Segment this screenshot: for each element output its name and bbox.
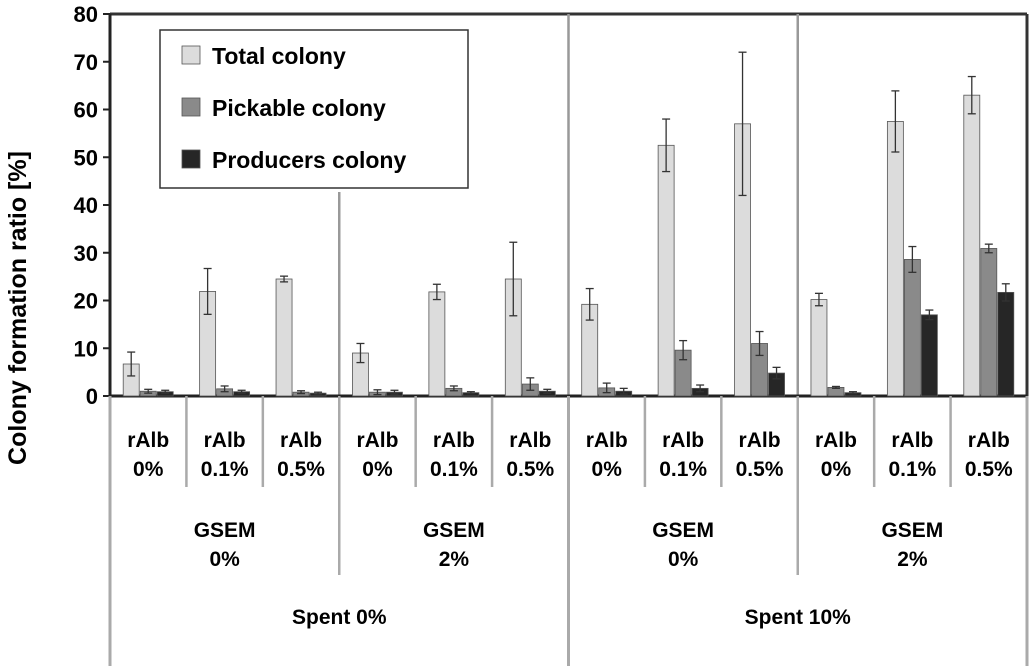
bar bbox=[428, 291, 446, 397]
legend-box bbox=[159, 29, 469, 189]
gsem-label-line2: 0% bbox=[209, 548, 240, 571]
gsem-label-line2: 2% bbox=[439, 548, 470, 571]
y-tick-label: 50 bbox=[74, 145, 98, 170]
category-label-line2: 0% bbox=[362, 458, 393, 481]
bar bbox=[886, 121, 904, 397]
y-tick-label: 10 bbox=[74, 336, 98, 361]
category-label-line1: rAlb bbox=[891, 429, 933, 452]
category-label-line1: rAlb bbox=[586, 429, 628, 452]
category-label-line1: rAlb bbox=[127, 429, 169, 452]
legend-label: Pickable colony bbox=[212, 95, 386, 121]
legend-swatch bbox=[181, 149, 201, 169]
bar bbox=[657, 144, 675, 397]
category-label-line1: rAlb bbox=[739, 429, 781, 452]
bar bbox=[903, 259, 921, 397]
y-tick-label: 80 bbox=[74, 2, 98, 27]
bar bbox=[963, 94, 981, 397]
y-axis-ticks: 0 10 20 30 40 50 60 70 80 bbox=[74, 2, 110, 409]
bar bbox=[920, 314, 938, 397]
y-tick-label: 70 bbox=[74, 50, 98, 75]
category-label-line2: 0.1% bbox=[659, 458, 707, 481]
bar bbox=[980, 248, 998, 397]
category-label-line1: rAlb bbox=[280, 429, 322, 452]
bar bbox=[997, 291, 1015, 397]
gsem-label-line1: GSEM bbox=[194, 519, 256, 542]
spent-label: Spent 0% bbox=[292, 606, 387, 629]
y-tick-label: 20 bbox=[74, 289, 98, 314]
gsem-label-line2: 0% bbox=[668, 548, 699, 571]
y-tick-label: 30 bbox=[74, 241, 98, 266]
category-label-line2: 0.5% bbox=[736, 458, 784, 481]
category-label-line1: rAlb bbox=[356, 429, 398, 452]
gsem-label-line1: GSEM bbox=[652, 519, 714, 542]
error-bars-layer bbox=[127, 51, 1010, 396]
category-label-line2: 0% bbox=[133, 458, 164, 481]
legend: Total colony Pickable colony Producers col… bbox=[159, 29, 469, 189]
category-label-line1: rAlb bbox=[815, 429, 857, 452]
category-label-line2: 0% bbox=[821, 458, 852, 481]
category-label-line1: rAlb bbox=[662, 429, 704, 452]
category-label-line1: rAlb bbox=[968, 429, 1010, 452]
category-label-line1: rAlb bbox=[433, 429, 475, 452]
spent-label: Spent 10% bbox=[745, 606, 852, 629]
category-label-line1: rAlb bbox=[204, 429, 246, 452]
gsem-label-line1: GSEM bbox=[423, 519, 485, 542]
gsem-label-line2: 2% bbox=[897, 548, 928, 571]
legend-label: Total colony bbox=[212, 43, 346, 69]
legend-swatch bbox=[181, 97, 201, 117]
category-label-line2: 0.5% bbox=[965, 458, 1013, 481]
legend-label: Producers colony bbox=[212, 147, 406, 173]
bar bbox=[810, 299, 828, 397]
bars-layer bbox=[122, 94, 1015, 397]
category-label-line1: rAlb bbox=[509, 429, 551, 452]
category-label-line2: 0.1% bbox=[201, 458, 249, 481]
category-label-line2: 0% bbox=[592, 458, 623, 481]
gsem-label-line1: GSEM bbox=[881, 519, 943, 542]
y-tick-label: 40 bbox=[74, 193, 98, 218]
legend-swatch bbox=[181, 45, 201, 65]
y-tick-label: 60 bbox=[74, 98, 98, 123]
category-label-line2: 0.1% bbox=[430, 458, 478, 481]
category-label-line2: 0.5% bbox=[506, 458, 554, 481]
y-axis-label: Colony formation ratio [%] bbox=[4, 151, 32, 465]
x-axis-category-table: rAlb 0% rAlb 0.1% rAlb 0.5% rAlb 0% rAlb 0.1% rAlb… bbox=[108, 396, 1029, 666]
category-label-line2: 0.5% bbox=[277, 458, 325, 481]
bar bbox=[275, 278, 293, 397]
category-label-line2: 0.1% bbox=[888, 458, 936, 481]
y-tick-label: 0 bbox=[86, 384, 98, 409]
